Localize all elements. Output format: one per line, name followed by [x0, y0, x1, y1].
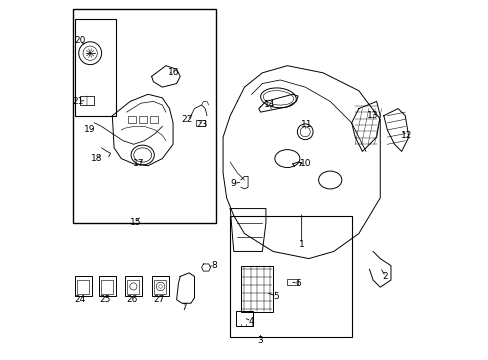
Text: 24: 24 [74, 295, 85, 304]
Text: 12: 12 [401, 131, 412, 140]
Bar [149, 116, 157, 123]
Bar [101, 280, 113, 294]
Text: 1: 1 [298, 240, 304, 249]
Bar [128, 116, 136, 123]
Text: 10: 10 [299, 159, 310, 168]
Text: 7: 7 [181, 303, 186, 312]
Text: 2: 2 [382, 272, 387, 281]
Text: 23: 23 [196, 120, 207, 129]
Text: 3: 3 [257, 336, 263, 345]
Text: 15: 15 [129, 219, 141, 228]
Text: 13: 13 [366, 111, 377, 120]
Bar [153, 280, 165, 294]
Bar [75, 19, 116, 116]
Text: 6: 6 [295, 279, 300, 288]
Text: 26: 26 [126, 295, 138, 304]
Text: 9: 9 [230, 179, 236, 188]
Bar [77, 280, 89, 294]
Text: 17: 17 [133, 159, 144, 168]
Bar [124, 276, 142, 296]
Bar [99, 276, 116, 296]
Bar [73, 9, 216, 223]
Text: 18: 18 [91, 154, 102, 163]
Text: 22: 22 [182, 116, 193, 125]
Text: 4: 4 [248, 316, 254, 325]
Text: 27: 27 [153, 295, 164, 304]
Text: 21: 21 [73, 97, 84, 106]
Text: 5: 5 [273, 292, 279, 301]
Text: 8: 8 [211, 261, 217, 270]
Bar [139, 116, 147, 123]
Bar [80, 96, 94, 105]
Text: 25: 25 [99, 295, 111, 304]
Bar [235, 311, 253, 327]
Bar [196, 120, 205, 126]
Bar [230, 216, 351, 337]
Bar [75, 276, 92, 296]
Text: 19: 19 [84, 126, 96, 135]
Bar [241, 266, 272, 312]
Text: 20: 20 [74, 36, 86, 45]
Bar [151, 276, 168, 296]
Bar [287, 279, 298, 285]
Text: 16: 16 [168, 68, 179, 77]
Text: 14: 14 [264, 100, 275, 109]
Text: 11: 11 [300, 120, 311, 129]
Bar [127, 280, 139, 294]
